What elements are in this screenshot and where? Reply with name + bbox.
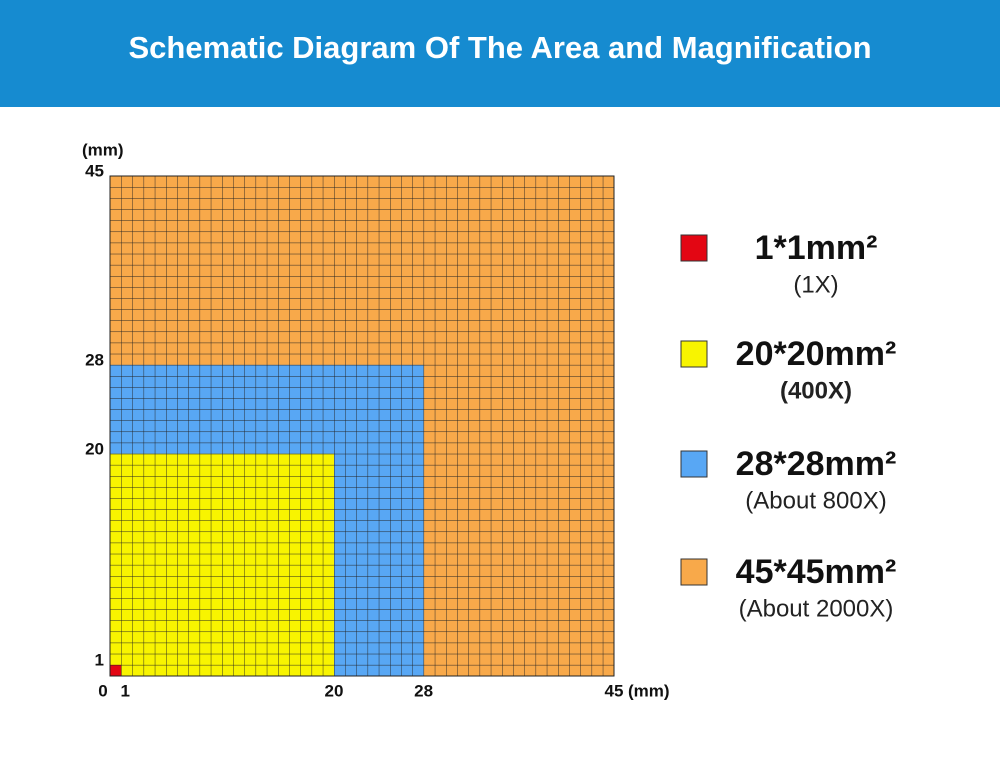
legend-label: (About 2000X) <box>739 595 894 622</box>
x-tick-label: 28 <box>414 681 433 700</box>
title: Schematic Diagram Of The Area and Magnif… <box>128 30 871 65</box>
y-tick-label: 28 <box>85 350 104 369</box>
header-bar <box>0 0 1000 107</box>
legend-swatch <box>680 234 708 262</box>
x-tick-label: 1 <box>120 681 129 700</box>
y-tick-label: 1 <box>95 650 104 669</box>
legend-label: (About 800X) <box>745 487 886 514</box>
x-unit: (mm) <box>628 681 670 700</box>
legend-swatch <box>680 340 708 368</box>
legend-swatch <box>680 558 708 586</box>
x-tick-label: 0 <box>98 681 107 700</box>
legend-label: (1X) <box>793 271 838 298</box>
legend-name: 1*1mm² <box>755 229 878 267</box>
x-tick-label: 20 <box>325 681 344 700</box>
y-unit: (mm) <box>82 140 124 159</box>
mm-grid <box>109 175 615 677</box>
y-tick-label: 45 <box>85 161 104 180</box>
y-tick-label: 20 <box>85 439 104 458</box>
legend-swatch <box>680 450 708 478</box>
legend-name: 20*20mm² <box>736 335 897 373</box>
legend-name: 45*45mm² <box>736 553 897 591</box>
legend-label: (400X) <box>780 377 852 404</box>
legend-name: 28*28mm² <box>736 445 897 483</box>
x-tick-label: 45 <box>605 681 624 700</box>
